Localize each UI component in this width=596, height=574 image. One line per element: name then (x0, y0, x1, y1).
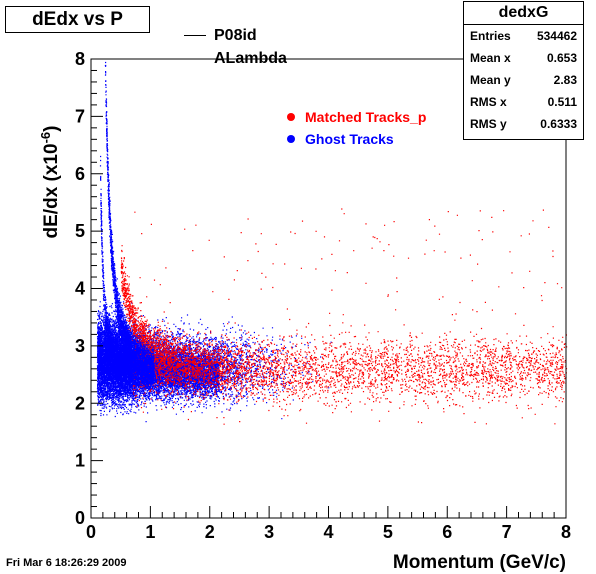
y-tick-label: 4 (75, 279, 85, 299)
x-tick-label: 7 (502, 522, 512, 542)
legend-ghost-marker (287, 135, 295, 143)
stats-label: Mean y (470, 73, 511, 87)
particle-label-line2: ALambda (214, 50, 287, 67)
series-matched-band (132, 319, 568, 417)
x-tick-label: 0 (86, 522, 96, 542)
y-tick-label: 5 (75, 221, 85, 241)
stats-value: 0.6333 (540, 117, 577, 131)
x-tick-label: 1 (145, 522, 155, 542)
series-ghost-tail (114, 314, 332, 420)
x-tick-label: 3 (264, 522, 274, 542)
stats-row: RMS y 0.6333 (464, 113, 583, 135)
y-tick-label: 1 (75, 451, 85, 471)
stats-row: Entries 534462 (464, 25, 583, 47)
legend-matched-marker (287, 113, 295, 121)
legend-ghost: Ghost Tracks (287, 131, 394, 147)
y-tick-label: 6 (75, 164, 85, 184)
legend-matched-label: Matched Tracks_p (305, 109, 427, 125)
stats-row: Mean x 0.653 (464, 47, 583, 69)
timestamp: Fri Mar 6 18:26:29 2009 (6, 557, 127, 569)
stats-row: RMS x 0.511 (464, 91, 583, 113)
series-matched-outliers (134, 208, 567, 425)
stats-label: Mean x (470, 51, 511, 65)
chart-title: dEdx vs P (5, 6, 150, 33)
stats-value: 0.511 (547, 95, 577, 109)
legend-matched: Matched Tracks_p (287, 109, 426, 125)
stats-label: Entries (470, 29, 511, 43)
particle-label: P08id ALambda (214, 24, 287, 70)
x-tick-label: 6 (442, 522, 452, 542)
stats-box: dedxG Entries 534462 Mean x 0.653 Mean y… (463, 1, 584, 140)
stats-label: RMS y (470, 117, 507, 131)
y-tick-label: 3 (75, 336, 85, 356)
stats-label: RMS x (470, 95, 507, 109)
stats-row: Mean y 2.83 (464, 69, 583, 91)
stats-name: dedxG (464, 2, 583, 25)
stats-value: 0.653 (546, 51, 577, 65)
x-tick-label: 2 (205, 522, 215, 542)
x-tick-label: 8 (561, 522, 571, 542)
particle-legend-line (184, 35, 206, 36)
legend-ghost-label: Ghost Tracks (305, 131, 394, 147)
stats-value: 534462 (536, 29, 577, 43)
series-matched-curve (120, 245, 318, 403)
y-axis-label: dE/dx (x10-6) (38, 126, 62, 239)
y-tick-label: 2 (75, 393, 85, 413)
y-tick-label: 7 (75, 106, 85, 126)
stats-value: 2.83 (553, 73, 577, 87)
y-tick-label: 8 (75, 49, 85, 69)
particle-label-line1: P08id (214, 27, 257, 44)
x-axis-label: Momentum (GeV/c) (393, 552, 566, 573)
x-tick-label: 5 (383, 522, 393, 542)
series-ghost-upper-bands (99, 61, 155, 397)
chart-title-text: dEdx vs P (32, 8, 123, 30)
y-tick-label: 0 (75, 508, 85, 528)
x-tick-label: 4 (323, 522, 333, 542)
